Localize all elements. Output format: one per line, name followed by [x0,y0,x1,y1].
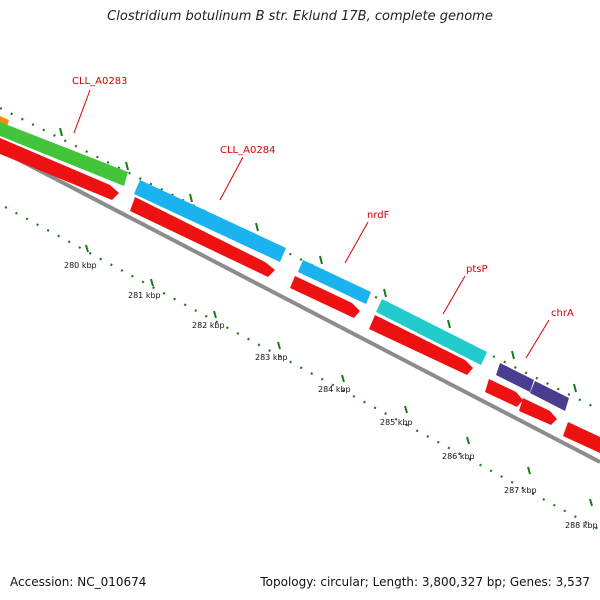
accession-text: Accession: NC_010674 [10,575,147,589]
kbp-label: 286 kbp [442,452,475,461]
topology-text: Topology: circular; Length: 3,800,327 bp… [260,575,590,589]
kbp-label: 284 kbp [318,385,351,394]
kbp-label: 285 kbp [380,418,413,427]
kbp-label: 282 kbp [192,321,225,330]
cds-arrow-3 [290,276,360,318]
cds-arrow-4 [369,315,473,375]
cds-arrow-2 [130,197,275,277]
outer-major-ticks [59,127,577,393]
kbp-label: 280 kbp [64,261,97,270]
cds-arrow-6 [519,398,557,425]
genome-backbone [0,148,600,464]
kbp-label: 283 kbp [255,353,288,362]
inner-tick-ruler [4,206,600,531]
gene-label-ptsp: ptsP [466,264,488,275]
label-leaders [73,89,550,359]
gene-chra-block-2 [530,381,569,411]
map-title: Clostridium botulinum B str. Eklund 17B,… [107,9,493,24]
gene-cll-a0284-block [134,180,286,262]
gene-label-chra: chrA [551,308,574,319]
gene-label-nrdf: nrdF [367,210,390,221]
outer-tick-ruler [0,107,600,411]
gene-label-cll-a0284: CLL_A0284 [220,145,275,156]
cds-arrow-7 [563,422,600,453]
kbp-label: 281 kbp [128,291,161,300]
kbp-label: 287 kbp [504,486,537,495]
gene-chra-block-1 [496,363,534,392]
cds-arrow-5 [485,379,523,407]
gene-nrdf-block [298,260,371,304]
inner-major-ticks [85,244,593,507]
cds-arrow-1 [0,138,119,200]
kbp-label: 288 kbp [565,521,598,530]
gene-ptsp-block [376,299,487,365]
gene-cll-a0283-block [0,122,128,186]
gene-label-cll-a0283: CLL_A0283 [72,76,127,87]
